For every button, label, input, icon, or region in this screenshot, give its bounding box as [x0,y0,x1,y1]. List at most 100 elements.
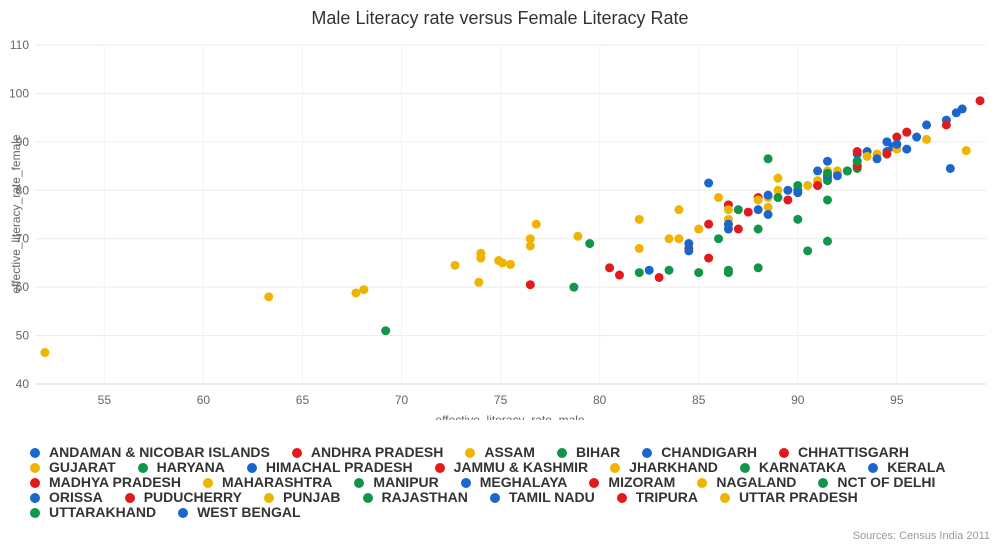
data-point[interactable] [813,180,823,190]
legend-item-chhattisgarh[interactable]: CHHATTISGARH [778,445,909,460]
legend-item-nagaland[interactable]: NAGALAND [697,475,796,490]
legend-item-rajasthan[interactable]: RAJASTHAN [362,490,468,505]
data-point[interactable] [852,156,862,166]
data-point[interactable] [922,120,932,130]
legend-item-karnataka[interactable]: KARNATAKA [739,460,846,475]
data-point[interactable] [823,195,832,205]
data-point[interactable] [733,205,743,215]
data-point[interactable] [634,243,644,253]
data-point[interactable] [573,231,583,241]
legend-item-mizoram[interactable]: MIZORAM [589,475,675,490]
data-point[interactable] [763,210,773,219]
data-point[interactable] [803,180,813,190]
data-point[interactable] [674,234,684,244]
legend-item-uttar-pradesh[interactable]: UTTAR PRADESH [719,490,858,505]
data-point[interactable] [474,277,484,287]
data-point[interactable] [644,265,654,275]
data-point[interactable] [684,239,694,249]
data-point[interactable] [654,272,664,282]
data-point[interactable] [941,120,951,130]
data-point[interactable] [704,253,714,263]
data-point[interactable] [862,151,872,161]
data-point[interactable] [40,348,50,358]
data-point[interactable] [852,147,862,157]
legend-item-haryana[interactable]: HARYANA [137,460,225,475]
data-point[interactable] [803,246,813,256]
data-point[interactable] [793,188,803,198]
data-point[interactable] [892,139,902,149]
data-point[interactable] [773,193,783,203]
data-point[interactable] [723,205,733,215]
legend-item-orissa[interactable]: ORISSA [30,490,103,505]
data-point[interactable] [902,144,912,154]
legend-item-jharkhand[interactable]: JHARKHAND [610,460,718,475]
legend-item-chandigarh[interactable]: CHANDIGARH [642,445,757,460]
data-point[interactable] [783,195,793,205]
legend-item-meghalaya[interactable]: MEGHALAYA [460,475,567,490]
data-point[interactable] [763,190,773,200]
legend-item-assam[interactable]: ASSAM [465,445,535,460]
data-point[interactable] [922,134,932,144]
data-point[interactable] [614,270,624,280]
legend-item-nct-of-delhi[interactable]: NCT OF DELHI [818,475,935,490]
data-point[interactable] [498,258,508,268]
data-point[interactable] [842,166,852,176]
data-point[interactable] [450,260,460,270]
data-point[interactable] [684,246,694,256]
data-point[interactable] [674,205,684,215]
data-point[interactable] [912,132,922,142]
data-point[interactable] [506,259,515,269]
legend-item-andaman-nicobar-islands[interactable]: ANDAMAN & NICOBAR ISLANDS [30,445,270,460]
data-point[interactable] [476,253,486,263]
data-point[interactable] [634,214,644,224]
data-point[interactable] [569,282,579,292]
data-point[interactable] [763,202,773,212]
legend-item-jammu-kashmir[interactable]: JAMMU & KASHMIR [434,460,588,475]
data-point[interactable] [823,156,832,166]
data-point[interactable] [892,132,902,142]
legend-item-madhya-pradesh[interactable]: MADHYA PRADESH [30,475,181,490]
data-point[interactable] [753,263,763,273]
data-point[interactable] [714,234,724,244]
legend-item-maharashtra[interactable]: MAHARASHTRA [202,475,332,490]
data-point[interactable] [753,224,763,234]
legend-item-west-bengal[interactable]: WEST BENGAL [178,505,301,520]
data-point[interactable] [531,219,541,229]
data-point[interactable] [694,224,704,234]
data-point[interactable] [773,173,783,183]
legend-item-gujarat[interactable]: GUJARAT [30,460,116,475]
data-point[interactable] [351,288,361,298]
data-point[interactable] [605,263,615,273]
data-point[interactable] [585,239,595,249]
data-point[interactable] [961,146,971,156]
data-point[interactable] [872,154,882,164]
data-point[interactable] [714,193,724,203]
legend-item-punjab[interactable]: PUNJAB [263,490,341,505]
data-point[interactable] [525,234,535,244]
legend-item-uttarakhand[interactable]: UTTARAKHAND [30,505,156,520]
data-point[interactable] [634,268,644,278]
data-point[interactable] [753,205,763,215]
data-point[interactable] [704,178,714,188]
data-point[interactable] [743,207,753,217]
data-point[interactable] [704,219,714,229]
legend-item-tripura[interactable]: TRIPURA [616,490,698,505]
data-point[interactable] [823,236,832,246]
legend-item-andhra-pradesh[interactable]: ANDHRA PRADESH [291,445,443,460]
legend-item-tamil-nadu[interactable]: TAMIL NADU [489,490,595,505]
data-point[interactable] [945,163,955,173]
data-point[interactable] [773,185,783,195]
data-point[interactable] [694,268,704,278]
data-point[interactable] [664,234,674,244]
legend-item-bihar[interactable]: BIHAR [556,445,620,460]
data-point[interactable] [264,292,274,302]
legend-item-himachal-pradesh[interactable]: HIMACHAL PRADESH [246,460,413,475]
data-point[interactable] [723,219,733,229]
data-point[interactable] [882,137,892,147]
data-point[interactable] [753,195,763,205]
data-point[interactable] [902,127,912,137]
data-point[interactable] [723,265,733,275]
data-point[interactable] [813,166,823,176]
data-point[interactable] [823,168,832,178]
legend-item-puducherry[interactable]: PUDUCHERRY [124,490,242,505]
